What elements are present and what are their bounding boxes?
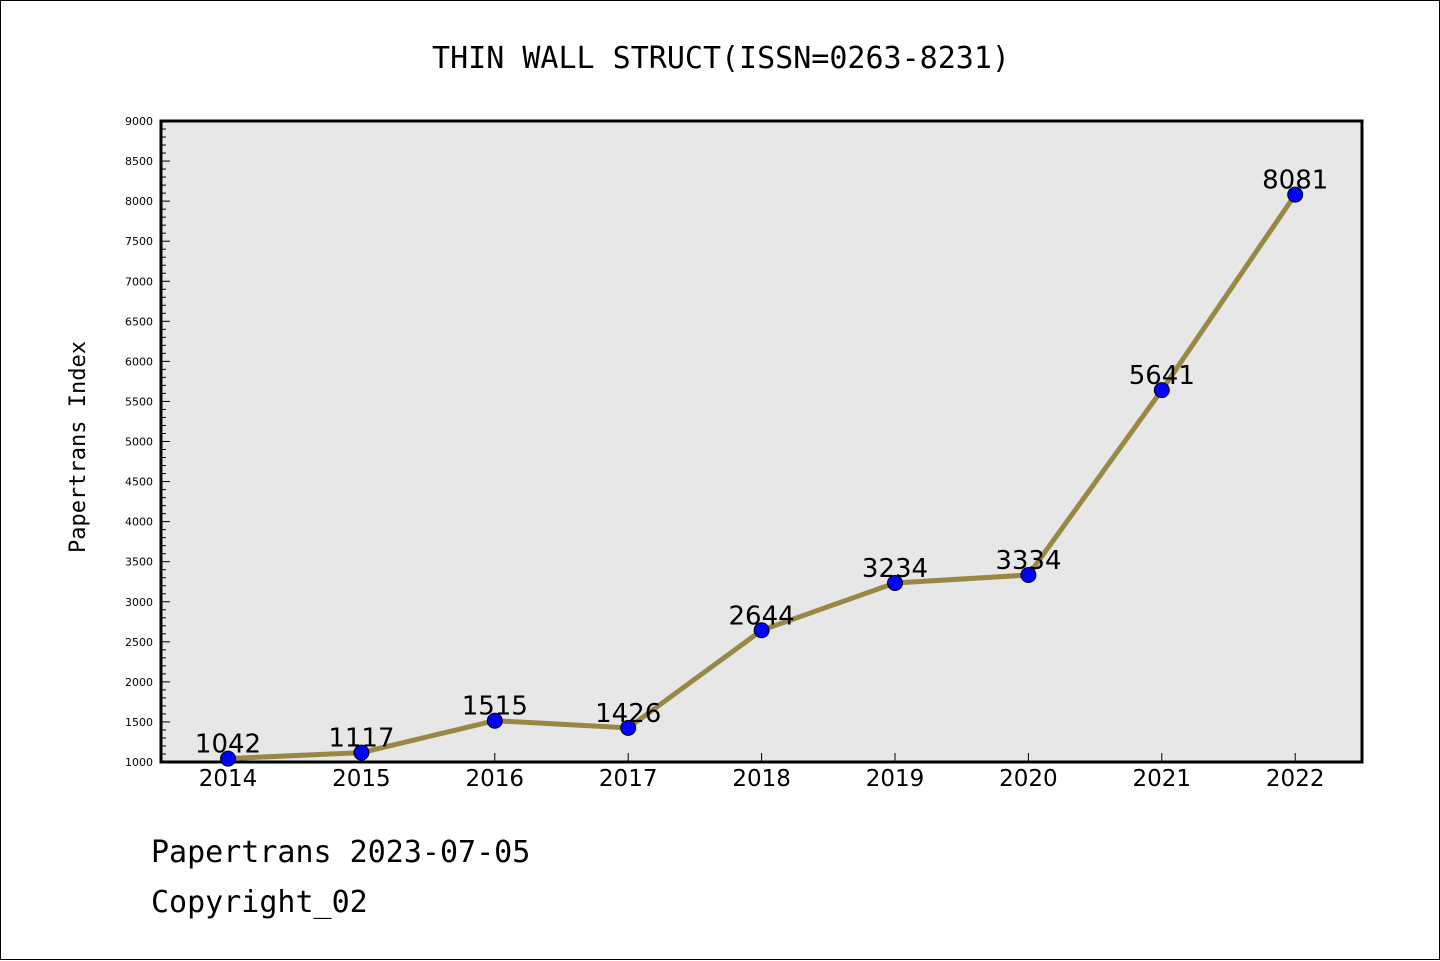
y-tick-label: 3500	[125, 556, 153, 569]
y-tick-label: 4500	[125, 476, 153, 489]
data-label: 1515	[462, 692, 528, 722]
x-tick-label: 2016	[466, 766, 525, 792]
y-axis-label: Papertrans Index	[66, 341, 91, 553]
y-tick-label: 2000	[125, 676, 153, 689]
y-tick-label: 1500	[125, 716, 153, 729]
footer-date-text: Papertrans 2023-07-05	[151, 835, 531, 870]
data-point	[1020, 566, 1037, 583]
data-point	[1153, 382, 1170, 399]
y-tick-label: 3000	[125, 596, 153, 609]
x-tick-label: 2019	[866, 766, 925, 792]
y-tick-label: 4000	[125, 516, 153, 529]
data-point	[753, 622, 770, 639]
footer-copyright-text: Copyright_02	[151, 885, 368, 920]
y-tick-label: 5000	[125, 436, 153, 449]
data-label: 3234	[862, 554, 928, 584]
x-tick-label: 2017	[599, 766, 658, 792]
x-tick-label: 2015	[332, 766, 391, 792]
x-tick-label: 2018	[732, 766, 791, 792]
chart-title: THIN WALL STRUCT(ISSN=0263-8231)	[432, 41, 1010, 76]
data-points	[220, 186, 1304, 767]
y-tick-label: 7500	[125, 235, 153, 248]
y-tick-label: 1000	[125, 756, 153, 769]
y-tick-label: 8500	[125, 155, 153, 168]
x-tick-label: 2014	[199, 766, 258, 792]
data-label: 1426	[595, 699, 661, 729]
data-label: 8081	[1262, 166, 1328, 196]
y-tick-label: 5500	[125, 395, 153, 408]
y-tick-label: 2500	[125, 636, 153, 649]
data-label: 5641	[1129, 361, 1195, 391]
data-point	[887, 575, 903, 592]
y-tick-label: 6000	[125, 355, 153, 368]
data-label: 2644	[729, 601, 795, 631]
y-tick-label: 9000	[125, 115, 153, 128]
data-point	[620, 719, 637, 736]
y-tick-label: 8000	[125, 195, 153, 208]
data-label: 1042	[195, 730, 261, 760]
data-point	[486, 712, 503, 729]
y-axis-ticks: 1000 1500 2000 2500 3000 3500 4000 4500 5000 5500…	[125, 115, 170, 769]
data-point	[1287, 186, 1304, 203]
data-label: 3334	[995, 546, 1061, 576]
data-point	[353, 744, 370, 761]
y-tick-label: 7000	[125, 275, 153, 288]
data-label: 1117	[328, 724, 394, 754]
plot-area	[159, 119, 1364, 764]
x-tick-label: 2021	[1133, 766, 1192, 792]
y-tick-label: 6500	[125, 315, 153, 328]
x-axis-ticks: 2014 2015 2016 2017 2018 2019 2020 2021 2022	[199, 753, 1325, 792]
x-tick-label: 2022	[1266, 766, 1325, 792]
data-labels: 1042 1117 1515 1426 2644 3234 3334 5641 8081	[195, 166, 1328, 760]
x-tick-label: 2020	[999, 766, 1058, 792]
data-point	[220, 750, 236, 767]
